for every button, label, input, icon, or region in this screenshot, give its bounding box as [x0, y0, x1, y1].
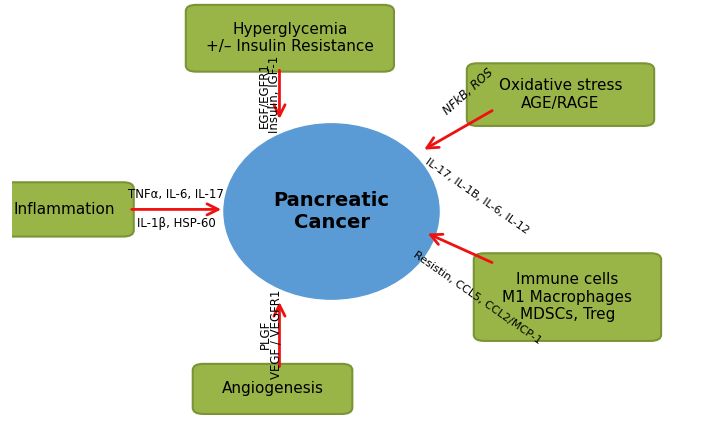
FancyBboxPatch shape: [0, 182, 134, 236]
FancyBboxPatch shape: [193, 364, 352, 414]
Text: VEGF / VEGFR1: VEGF / VEGFR1: [269, 289, 282, 379]
Text: IL-1β, HSP-60: IL-1β, HSP-60: [137, 217, 216, 230]
Text: IL-17, IL-1B, IL-6, IL-12: IL-17, IL-1B, IL-6, IL-12: [424, 156, 531, 236]
Text: Immune cells
M1 Macrophages
MDSCs, Treg: Immune cells M1 Macrophages MDSCs, Treg: [503, 272, 632, 322]
Text: PLGF: PLGF: [259, 320, 272, 349]
FancyBboxPatch shape: [467, 63, 654, 126]
Text: TNFα, IL-6, IL-17: TNFα, IL-6, IL-17: [128, 188, 224, 201]
Text: Resistin, CCL5, CCL2/MCP-1: Resistin, CCL5, CCL2/MCP-1: [411, 250, 543, 346]
Text: EGF/EGFR1: EGF/EGFR1: [257, 62, 270, 128]
Text: Oxidative stress
AGE/RAGE: Oxidative stress AGE/RAGE: [498, 78, 623, 111]
Text: Inflammation: Inflammation: [13, 202, 115, 217]
FancyBboxPatch shape: [474, 253, 661, 341]
FancyBboxPatch shape: [186, 5, 394, 71]
Ellipse shape: [224, 124, 439, 299]
Text: Pancreatic
Cancer: Pancreatic Cancer: [274, 191, 389, 232]
Text: Insulin, IGF-1: Insulin, IGF-1: [268, 56, 281, 133]
Text: Angiogenesis: Angiogenesis: [221, 382, 323, 396]
Text: NFkB, ROS: NFkB, ROS: [441, 66, 496, 118]
Text: Hyperglycemia
+/– Insulin Resistance: Hyperglycemia +/– Insulin Resistance: [206, 22, 374, 55]
